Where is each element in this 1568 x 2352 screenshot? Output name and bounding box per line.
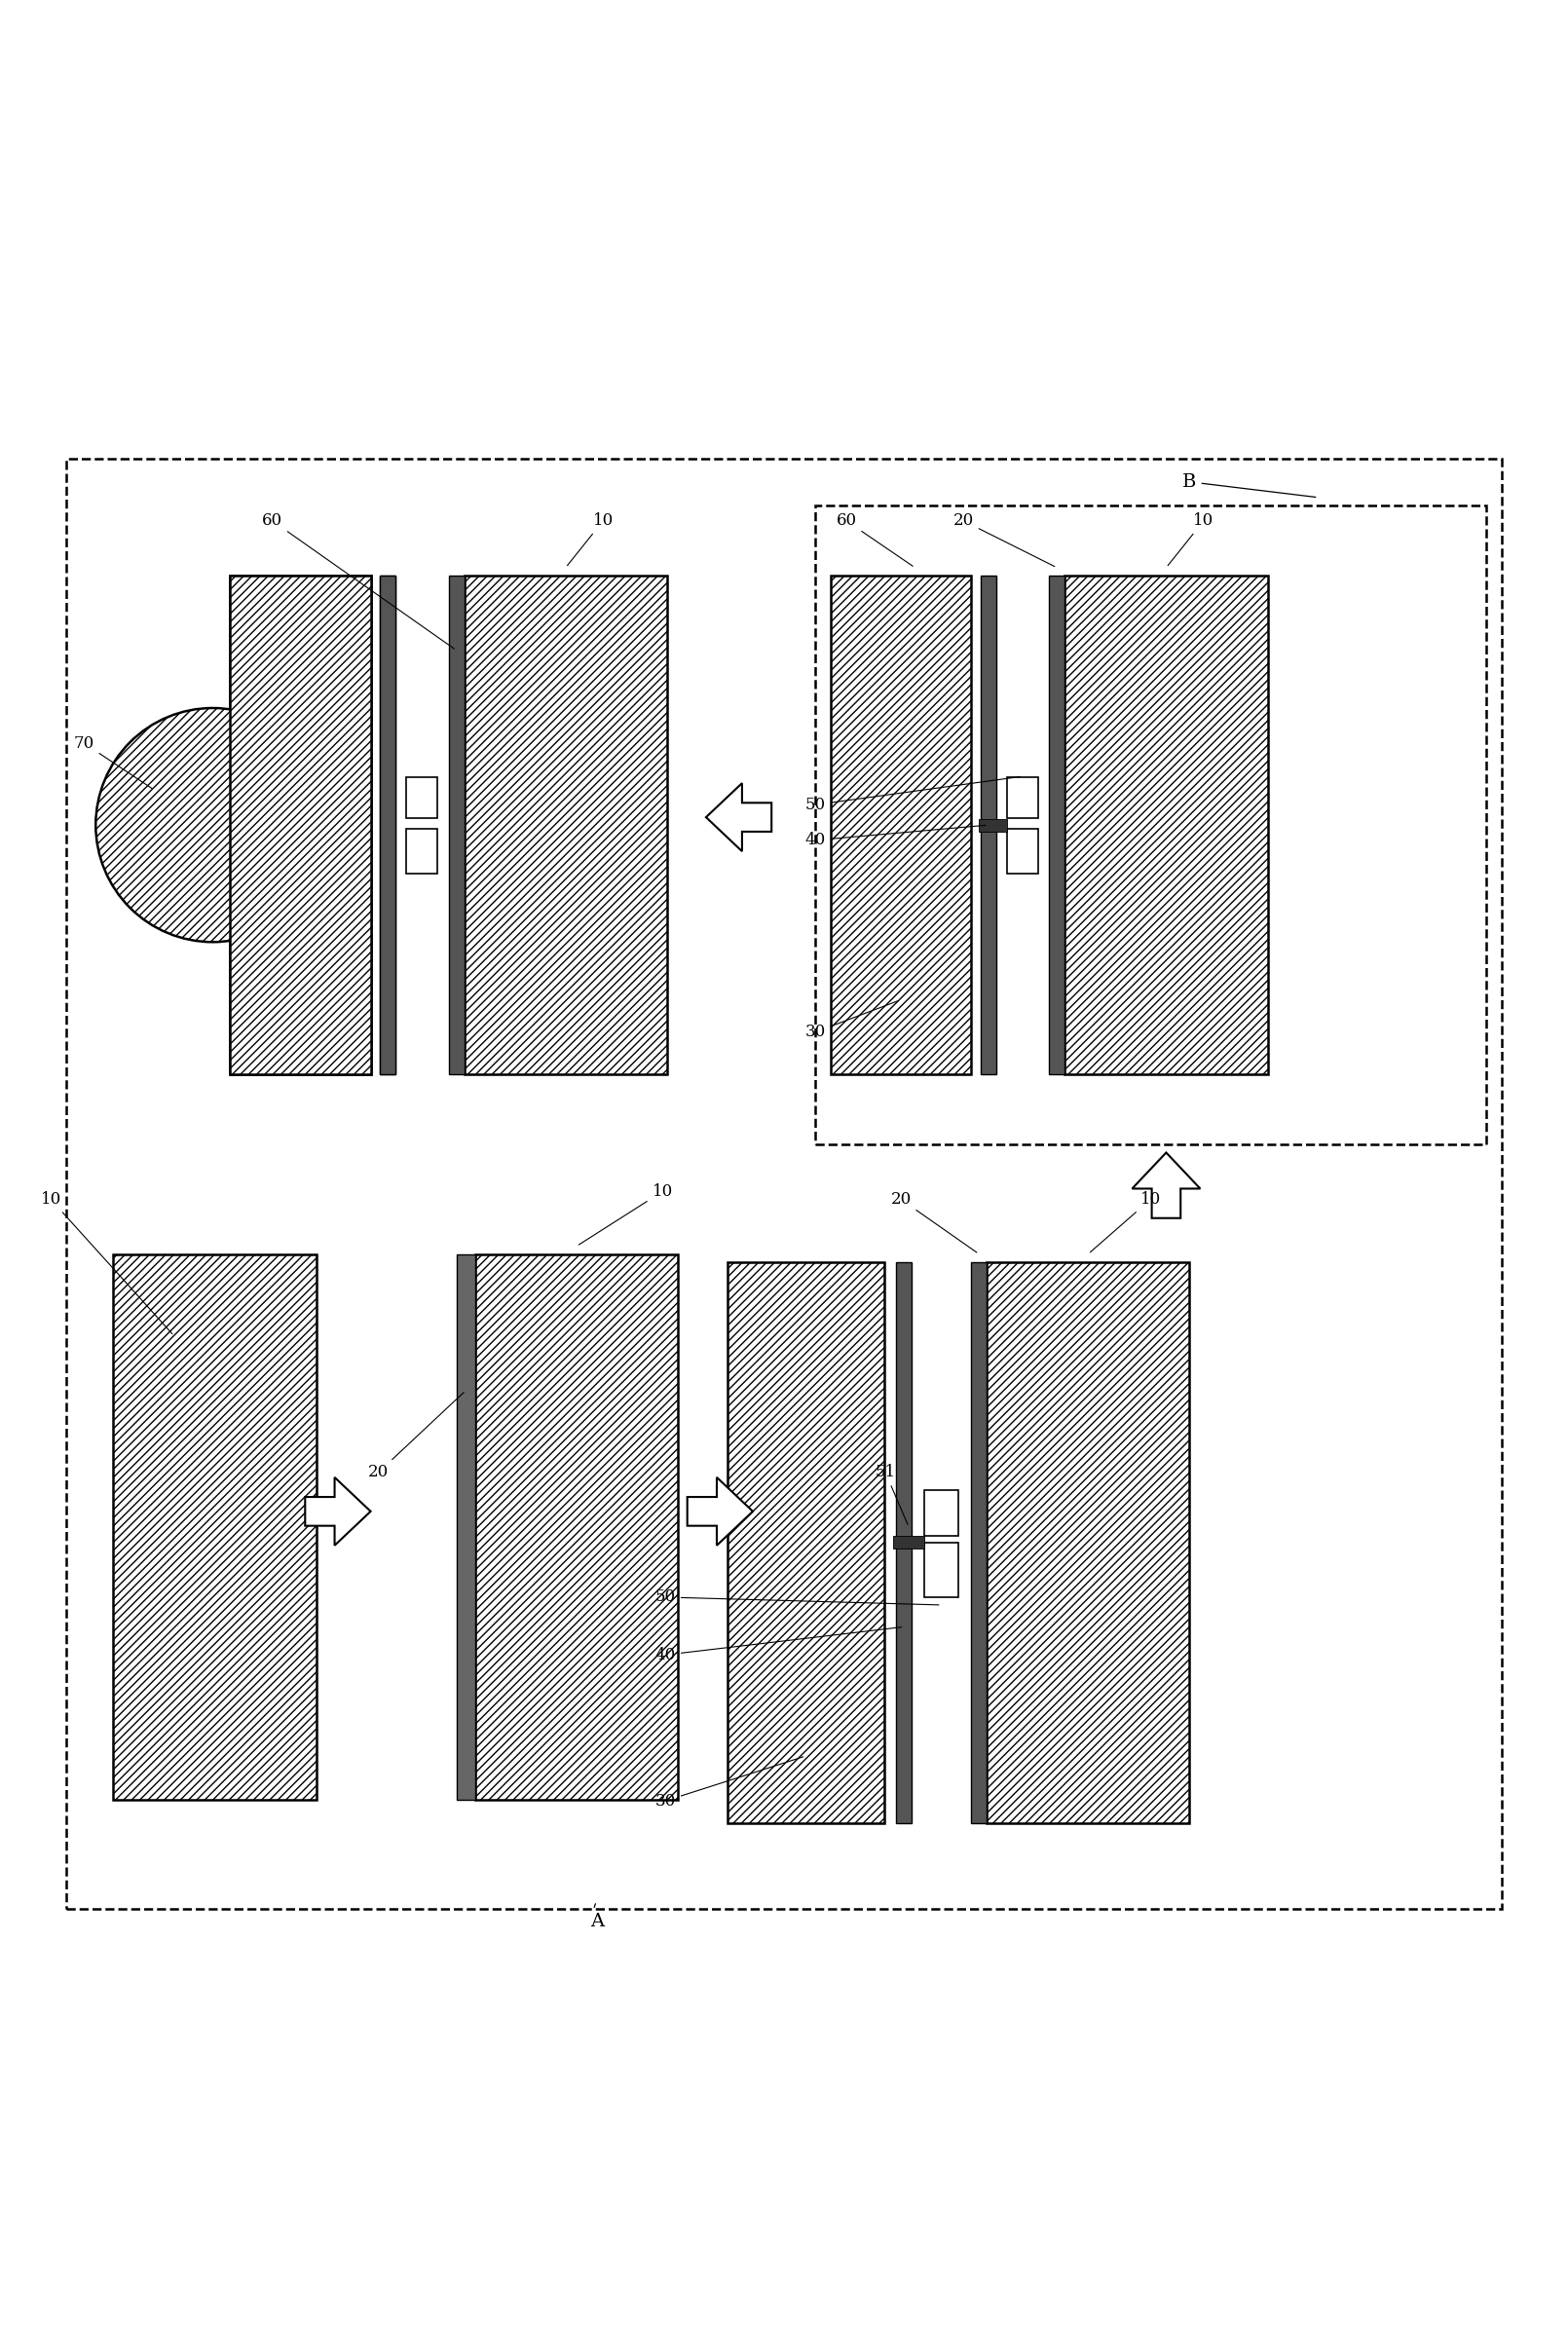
Text: 10: 10 [568,513,613,564]
Text: 70: 70 [74,734,152,788]
Bar [925,1491,958,1536]
Bar [230,576,370,1075]
Bar [894,1536,925,1550]
Bar [448,576,464,1075]
Bar [456,1254,475,1799]
Text: 51: 51 [875,1463,908,1524]
Text: 10: 10 [1090,1190,1160,1251]
Bar [1007,779,1038,818]
Polygon shape [687,1477,753,1545]
Polygon shape [306,1477,370,1545]
Bar [980,576,996,1075]
Bar [1007,830,1038,873]
Text: 20: 20 [891,1190,977,1254]
Text: A: A [590,1903,604,1931]
Bar [230,576,370,1075]
Circle shape [96,708,329,943]
Text: 10: 10 [41,1190,172,1334]
Bar [815,506,1486,1145]
Polygon shape [706,783,771,851]
Polygon shape [1132,1152,1200,1218]
Bar [1065,576,1267,1075]
Text: 10: 10 [579,1183,673,1244]
Bar [464,576,666,1075]
Bar [475,1254,677,1799]
Bar [230,576,397,1075]
Text: 50: 50 [804,776,1021,814]
Text: 30: 30 [655,1757,803,1809]
Bar [113,1254,317,1799]
Bar [831,576,971,1075]
Bar [406,779,437,818]
Text: B: B [1182,473,1316,496]
Bar [897,1261,913,1823]
Bar [986,1261,1190,1823]
Text: 50: 50 [655,1590,939,1606]
Text: 60: 60 [836,513,913,567]
Text: 40: 40 [804,826,986,849]
Bar [971,1261,986,1823]
Bar [379,576,395,1075]
Text: 30: 30 [804,1000,898,1040]
Bar [379,576,395,1075]
Text: 20: 20 [953,513,1055,567]
Text: 10: 10 [1168,513,1214,564]
Bar [1049,576,1065,1075]
Text: 40: 40 [655,1628,902,1663]
Text: 60: 60 [262,513,455,649]
Bar [728,1261,884,1823]
Bar [406,830,437,873]
Bar [978,818,1007,830]
Bar [925,1543,958,1597]
Text: 20: 20 [368,1392,464,1482]
